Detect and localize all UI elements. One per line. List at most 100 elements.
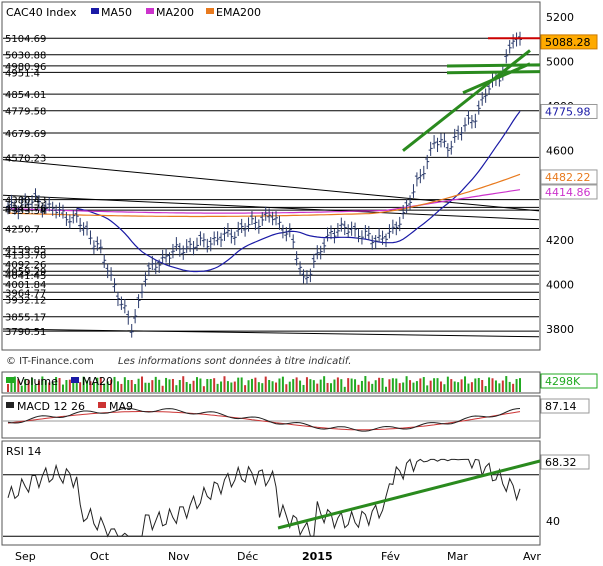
volume-bar [86, 380, 89, 392]
last-value-box [540, 34, 598, 50]
price-y-tick: 3800 [546, 323, 574, 336]
volume-bar [443, 384, 446, 392]
volume-bar [195, 377, 198, 392]
volume-bar [347, 378, 350, 392]
volume-bar [271, 381, 274, 392]
rsi-line [3, 458, 541, 538]
price-y-tick: 5200 [546, 11, 574, 24]
volume-bar [175, 385, 178, 392]
volume-bar [13, 376, 16, 392]
month-label: Nov [168, 550, 190, 563]
level-label: 4059.29 [5, 267, 46, 278]
last-value-labels: 5088.28 4775.98 4482.22 4414.86 [540, 34, 598, 200]
legend-ema200: EMA200 [216, 6, 261, 19]
volume-bar [110, 379, 113, 392]
macd-last-box [540, 398, 590, 414]
volume-bar [360, 380, 363, 392]
level-label: 4133.78 [5, 251, 46, 262]
volume-bar [316, 383, 319, 392]
volume-bar [268, 379, 271, 392]
volume-bar [65, 380, 68, 392]
rsi-support-line [277, 459, 541, 530]
support-line [462, 62, 531, 95]
volume-bar [171, 378, 174, 392]
volume-bar [89, 381, 92, 392]
volume-bar [450, 379, 453, 392]
volume-bar [44, 380, 47, 392]
volume-bar [17, 379, 20, 392]
volume-bar [433, 378, 436, 392]
volume-bar [158, 379, 161, 392]
volume-bar [398, 383, 401, 392]
level-label: 3790.51 [5, 327, 46, 338]
level-label: 4679.69 [5, 129, 46, 140]
horizontal-levels [3, 37, 539, 332]
volume-bar [48, 382, 51, 392]
volume-bar [154, 376, 157, 392]
volume-bar [384, 386, 387, 392]
volume-bar [99, 377, 102, 392]
volume-bar [426, 385, 429, 392]
ma50-line [76, 110, 521, 273]
level-label: 4779.58 [5, 107, 46, 118]
volume-bar [367, 381, 370, 392]
legend-ma20: MA20 [82, 375, 113, 388]
volume-bar [96, 377, 99, 392]
volume-legend: Volume MA20 [6, 375, 113, 388]
volume-bar [371, 383, 374, 392]
disclaimer: Les informations sont données à titre in… [118, 355, 351, 367]
volume-bar [61, 384, 64, 392]
trend-line [2, 328, 540, 338]
volume-bar [82, 376, 85, 392]
volume-bar [357, 384, 360, 392]
last-value-box [540, 103, 598, 119]
volume-bar [55, 376, 58, 392]
volume-bar [216, 383, 219, 392]
level-label: 4092.26 [5, 260, 46, 271]
volume-bar [202, 386, 205, 392]
month-label: Fév [381, 550, 400, 563]
volume-bar [515, 379, 518, 392]
volume-bar [213, 378, 216, 392]
price-y-tick: 5000 [546, 56, 574, 69]
last-value-box [540, 184, 598, 200]
volume-bar [144, 382, 147, 392]
volume-bar [220, 381, 223, 392]
volume-bar [123, 377, 126, 392]
volume-bar [378, 377, 381, 392]
volume-bar [127, 380, 130, 392]
volume-bar [168, 379, 171, 392]
volume-bar [422, 377, 425, 392]
level-label: 4570.23 [5, 153, 46, 164]
volume-bar [460, 379, 463, 392]
month-label: 2015 [302, 550, 333, 563]
volume-bar [185, 382, 188, 392]
volume-bar [491, 378, 494, 392]
volume-last-box [540, 373, 598, 389]
volume-bar [237, 377, 240, 392]
month-label: Déc [237, 550, 258, 563]
volume-bar [254, 377, 257, 392]
volume-bar [257, 382, 260, 392]
volume-bars [7, 376, 521, 392]
legend-swatch-ma9 [98, 402, 106, 408]
volume-bar [305, 377, 308, 392]
volume-bar [402, 382, 405, 392]
volume-bar [34, 384, 37, 392]
volume-bar [79, 382, 82, 392]
month-label: Mar [447, 550, 468, 563]
volume-bar [439, 381, 442, 392]
volume-bar [58, 378, 61, 392]
volume-bar [405, 376, 408, 392]
volume-bar [470, 382, 473, 392]
last-value-text: 5088.28 [545, 36, 591, 49]
level-label: 4001.84 [5, 280, 46, 291]
volume-bar [120, 383, 123, 392]
legend-ma9: MA9 [109, 400, 133, 413]
volume-bar [323, 376, 326, 392]
volume-bar [27, 379, 30, 392]
macd-lines [3, 407, 539, 432]
legend-swatch-ma200 [146, 8, 154, 14]
volume-bar [113, 376, 116, 392]
